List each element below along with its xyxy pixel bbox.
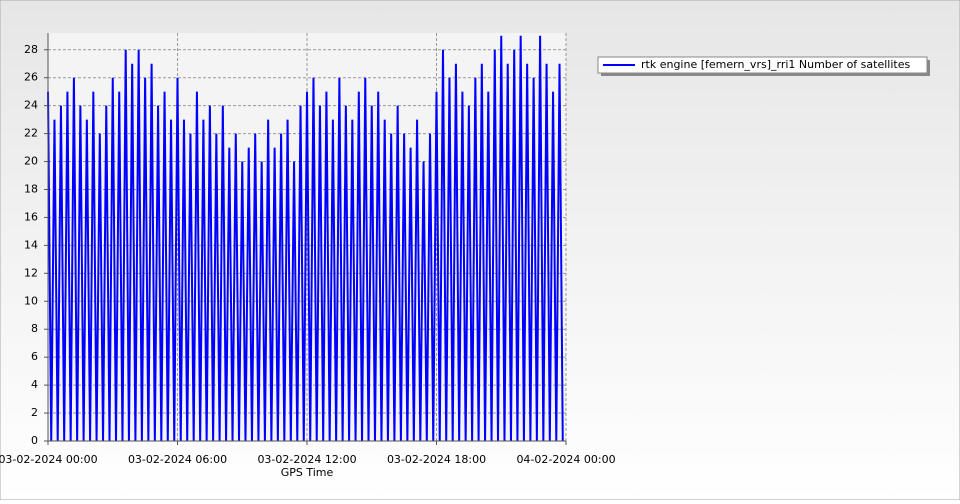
- y-tick-label: 10: [24, 294, 38, 307]
- series-line: [47, 35, 564, 442]
- legend-label: rtk engine [femern_vrs]_rri1 Number of s…: [641, 58, 910, 71]
- y-tick-label: 14: [24, 238, 38, 251]
- y-tick-label: 2: [31, 406, 38, 419]
- x-tick-label: 03-02-2024 12:00: [257, 453, 356, 466]
- x-tick-label: 03-02-2024 18:00: [387, 453, 486, 466]
- y-tick-label: 20: [24, 155, 38, 168]
- x-tick-label: 04-02-2024 00:00: [516, 453, 615, 466]
- legend: rtk engine [femern_vrs]_rri1 Number of s…: [597, 56, 930, 76]
- y-tick-label: 6: [31, 350, 38, 363]
- y-tick-label: 8: [31, 322, 38, 335]
- x-tick-label: 03-02-2024 06:00: [128, 453, 227, 466]
- y-tick-label: 12: [24, 266, 38, 279]
- y-tick-label: 0: [31, 434, 38, 447]
- y-tick-label: 24: [24, 99, 38, 112]
- x-tick-label: 03-02-2024 00:00: [0, 453, 98, 466]
- y-tick-label: 18: [24, 182, 38, 195]
- y-tick-label: 26: [24, 71, 38, 84]
- y-tick-label: 16: [24, 210, 38, 223]
- y-tick-label: 28: [24, 43, 38, 56]
- y-tick-label: 22: [24, 127, 38, 140]
- legend-box: [597, 56, 928, 74]
- y-tick-label: 4: [31, 378, 38, 391]
- x-axis-title: GPS Time: [281, 466, 334, 479]
